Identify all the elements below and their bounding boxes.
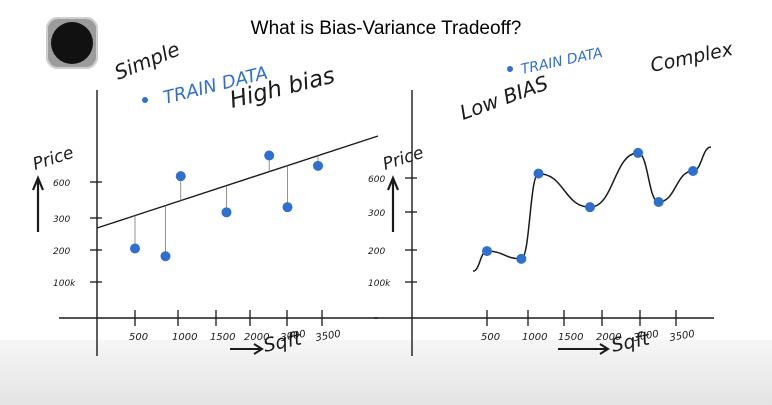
y-tick-label: 200 (368, 247, 385, 257)
data-point (175, 171, 186, 182)
y-tick-label: 200 (53, 247, 70, 257)
y-tick-label: 600 (53, 179, 70, 189)
x-tick-label: 1000 (522, 332, 547, 343)
x-tick-label: 500 (129, 332, 148, 343)
circle-record-icon (46, 17, 98, 69)
data-point (130, 243, 140, 254)
y-tick-label: 600 (368, 175, 385, 185)
y-axis-label: Price (380, 143, 426, 175)
data-point (282, 202, 293, 213)
data-point (160, 251, 171, 262)
x-arrow-head (253, 343, 264, 355)
y-arrow-head (31, 175, 45, 191)
y-axis-label: Price (30, 143, 76, 175)
video-bottom-bar (0, 340, 772, 405)
x-tick-label: 1500 (558, 332, 583, 343)
x-tick-label: 3000 (633, 329, 660, 344)
annotation-complex: Complex (648, 38, 735, 77)
annotation-simple: Simple (111, 37, 183, 85)
data-point (221, 207, 232, 218)
chart-high-bias: 500 1000 1500 2000 3000 3500 100k 200 300 600 Pric… (30, 90, 379, 357)
annotation-low-bias: Low BIAS (457, 71, 552, 125)
data-point (264, 150, 275, 161)
bullet-dot-right (507, 66, 513, 72)
x-tick-label: 2000 (596, 332, 621, 343)
bullet-dot-left (142, 97, 148, 103)
x-tick-label: 500 (481, 332, 500, 343)
x-tick-label: 1500 (210, 332, 235, 343)
data-point (533, 168, 544, 179)
y-tick-label: 100k (53, 279, 76, 289)
data-point (688, 166, 698, 176)
chart-low-bias: 500 1000 1500 2000 3000 3500 100k 200 300 600Pric… (368, 90, 714, 357)
x-tick-label: 1000 (172, 332, 197, 343)
y-tick-label: 300 (368, 209, 385, 219)
slide-title: What is Bias-Variance Tradeoff? (250, 18, 522, 39)
data-point (313, 160, 323, 171)
data-point (653, 197, 664, 207)
regression-line (96, 135, 379, 229)
x-tick-label: 3000 (280, 329, 307, 344)
data-point (585, 202, 595, 213)
x-tick-label: 3500 (669, 329, 696, 344)
data-point (516, 253, 527, 264)
x-tick-label: 3500 (315, 329, 342, 344)
record-dot (51, 22, 93, 64)
annotation-train-data-right: TRAIN DATA (520, 45, 605, 78)
data-point (633, 147, 644, 158)
y-tick-label: 300 (53, 215, 70, 225)
data-point (482, 246, 492, 257)
y-tick-label: 100k (368, 279, 391, 289)
x-tick-label: 2000 (244, 332, 269, 343)
y-arrow-head (386, 175, 400, 191)
x-arrow-head (599, 343, 610, 355)
